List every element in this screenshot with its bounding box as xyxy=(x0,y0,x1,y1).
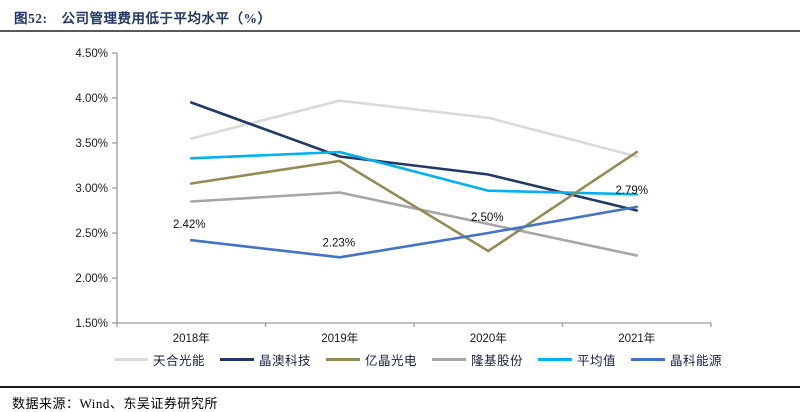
legend-swatch xyxy=(432,357,466,361)
legend-item-晶澳科技: 晶澳科技 xyxy=(219,350,311,369)
y-tick-label: 4.00% xyxy=(75,93,108,105)
series-line-平均值 xyxy=(189,150,639,196)
legend-label: 平均值 xyxy=(577,353,617,368)
chart-legend: 天合光能 晶澳科技 亿晶光电 隆基股份 平均值 晶科能源 xyxy=(0,348,800,370)
legend-label: 天合光能 xyxy=(152,353,205,368)
legend-item-天合光能: 天合光能 xyxy=(113,350,205,369)
data-label: 2.42% xyxy=(173,219,206,231)
figure-title: 图52: 公司管理费用低于平均水平（%） xyxy=(14,7,790,27)
x-tick-label: 2018年 xyxy=(173,331,210,345)
y-tick-label: 2.00% xyxy=(75,273,108,285)
legend-label: 晶澳科技 xyxy=(258,353,311,368)
figure-number-label: 图52: xyxy=(14,11,48,26)
legend-item-平均值: 平均值 xyxy=(538,350,616,369)
y-tick-label: 3.00% xyxy=(75,183,108,195)
legend-swatch xyxy=(631,357,666,361)
series-line-亿晶光电 xyxy=(189,150,639,253)
legend-item-隆基股份: 隆基股份 xyxy=(432,350,523,369)
legend-swatch xyxy=(538,357,573,361)
source-block: 数据来源：Wind、东吴证券研究所 xyxy=(0,386,800,412)
legend-item-晶科能源: 晶科能源 xyxy=(631,350,722,369)
x-tick-label: 2019年 xyxy=(321,331,358,345)
series-line-隆基股份 xyxy=(189,191,639,257)
series-line-晶科能源 xyxy=(189,205,639,259)
data-label: 2.23% xyxy=(322,237,355,249)
y-tick-label: 3.50% xyxy=(75,138,108,150)
data-label: 2.50% xyxy=(471,212,504,224)
legend-label: 隆基股份 xyxy=(471,353,524,368)
source-text: 数据来源：Wind、东吴证券研究所 xyxy=(12,396,218,411)
y-tick-label: 2.50% xyxy=(75,228,108,240)
x-tick-label: 2021年 xyxy=(618,331,655,345)
figure-title-text: 公司管理费用低于平均水平（%） xyxy=(61,11,272,26)
y-tick-label: 4.50% xyxy=(75,48,108,60)
legend-swatch xyxy=(325,357,360,361)
data-label: 2.79% xyxy=(615,185,648,197)
series-line-天合光能 xyxy=(189,99,639,158)
legend-swatch xyxy=(219,357,254,361)
legend-label: 晶科能源 xyxy=(670,353,723,368)
figure-title-block: 图52: 公司管理费用低于平均水平（%） xyxy=(0,0,800,32)
legend-swatch xyxy=(113,357,148,361)
legend-label: 亿晶光电 xyxy=(364,353,417,368)
chart-area: 4.50% 4.00% 3.50% 3.00% 2.50% 2.00% 1.50% 2018年… xyxy=(0,32,800,348)
y-tick-label: 1.50% xyxy=(75,318,108,330)
line-chart: 4.50% 4.00% 3.50% 3.00% 2.50% 2.00% 1.50% 2018年… xyxy=(75,48,712,345)
x-tick-label: 2020年 xyxy=(470,331,507,345)
legend-item-亿晶光电: 亿晶光电 xyxy=(325,350,417,369)
